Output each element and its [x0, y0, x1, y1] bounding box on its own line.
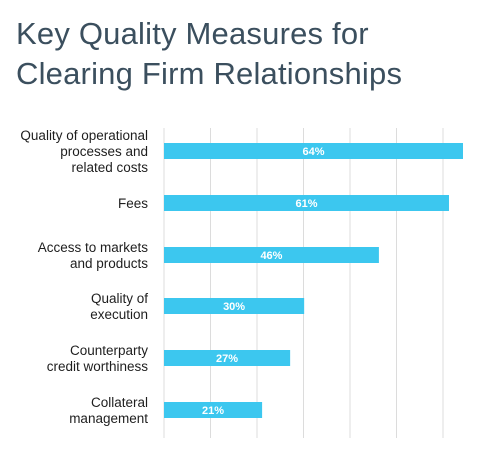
category-label-0-line-1: processes and	[60, 144, 148, 159]
category-label-0: Quality of operational processes and relat…	[20, 128, 148, 175]
category-label-2-line-0: Access to markets	[38, 240, 149, 255]
category-label-0-line-0: Quality of operational	[20, 128, 148, 143]
category-label-1: Fees	[118, 196, 148, 211]
bar-5	[164, 402, 263, 418]
category-label-4-line-0: Counterparty	[70, 343, 148, 358]
category-label-0-line-2: related costs	[71, 160, 148, 175]
category-label-3-line-1: execution	[90, 307, 148, 322]
category-label-3: Quality of execution	[90, 291, 148, 322]
bar-value-label-4: 27%	[216, 353, 238, 365]
bar-value-label-0: 64%	[302, 146, 324, 158]
category-label-3-line-0: Quality of	[91, 291, 148, 306]
category-label-4-line-1: credit worthiness	[47, 359, 149, 374]
category-label-2-line-1: and products	[70, 256, 148, 271]
chart-title-line-2: Clearing Firm Relationships	[16, 56, 403, 91]
bar-4	[164, 350, 291, 366]
bar-value-label-3: 30%	[223, 301, 245, 313]
category-label-2: Access to markets and products	[38, 240, 149, 271]
chart-title-line-1: Key Quality Measures for	[16, 16, 369, 51]
category-label-4: Counterparty credit worthiness	[47, 343, 149, 374]
bar-value-label-5: 21%	[202, 405, 224, 417]
category-label-5-line-0: Collateral	[91, 395, 148, 410]
category-label-5: Collateral management	[69, 395, 148, 426]
bar-value-label-1: 61%	[295, 198, 317, 210]
bar-0	[164, 143, 463, 159]
bar-2	[164, 247, 379, 263]
bar-1	[164, 195, 449, 211]
bar-3	[164, 298, 305, 314]
category-label-1-line-0: Fees	[118, 196, 148, 211]
category-label-5-line-1: management	[69, 411, 148, 426]
bar-value-label-2: 46%	[260, 250, 282, 262]
